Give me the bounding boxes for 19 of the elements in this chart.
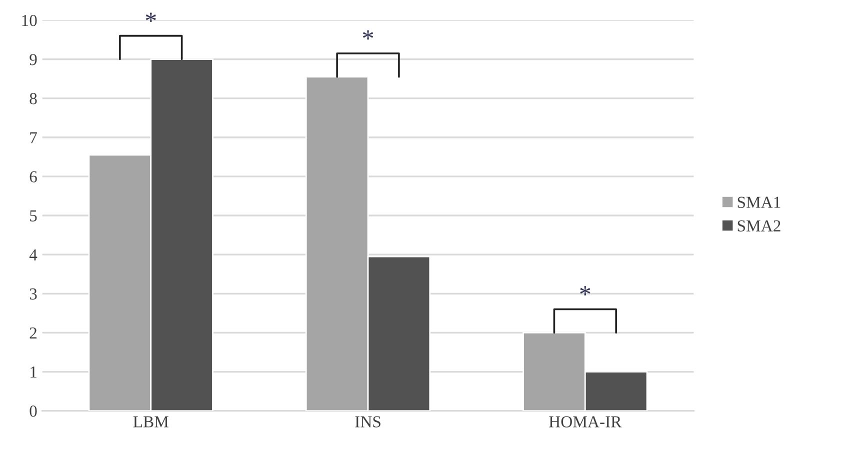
y-tick-label: 1 xyxy=(30,366,36,378)
y-tick-label: 9 xyxy=(30,54,37,66)
annotation: * xyxy=(146,12,156,22)
x-tick-label: INS xyxy=(355,416,380,428)
y-tick-label: 8 xyxy=(30,93,37,104)
legend-label: SMA1 xyxy=(738,196,780,208)
y-tick-label: 5 xyxy=(30,210,37,222)
y-tick-label: 0 xyxy=(30,406,37,417)
annotation: * xyxy=(362,30,374,40)
annotation: * xyxy=(580,286,590,296)
y-tick-label: 6 xyxy=(30,171,37,182)
y-tick-label: 3 xyxy=(30,288,37,300)
y-tick-label: 2 xyxy=(30,327,37,338)
y-tick-label: 10 xyxy=(22,14,37,26)
x-tick-label: HOMA-IR xyxy=(549,416,622,428)
y-tick-label: 4 xyxy=(29,249,38,260)
x-tick-label: LBM xyxy=(133,416,168,428)
y-tick-label: 7 xyxy=(30,132,37,144)
legend-label: SMA2 xyxy=(738,220,780,232)
